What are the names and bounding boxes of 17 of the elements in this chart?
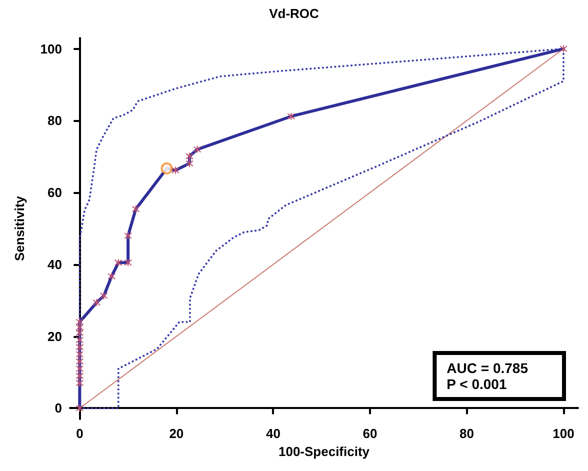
chart-title: Vd-ROC [269,6,320,21]
x-axis-title: 100-Specificity [278,444,370,459]
annotation: AUC = 0.785 [446,360,528,376]
y-tick-label: 0 [54,400,62,416]
x-tick-label: 0 [76,426,84,441]
y-tick-label: 20 [48,328,62,344]
y-tick-label: 80 [48,113,62,128]
y-tick-label: 100 [40,41,62,56]
x-tick-label: 40 [266,426,280,441]
y-tick-label: 60 [48,185,62,200]
x-tick-label: 100 [552,426,574,441]
x-tick-label: 60 [362,426,378,441]
annotation: P < 0.001 [446,376,507,392]
x-tick-label: 80 [459,426,474,441]
y-axis-title: Sensitivity [12,195,27,262]
x-tick-label: 20 [169,426,184,441]
y-tick-label: 40 [48,256,62,272]
